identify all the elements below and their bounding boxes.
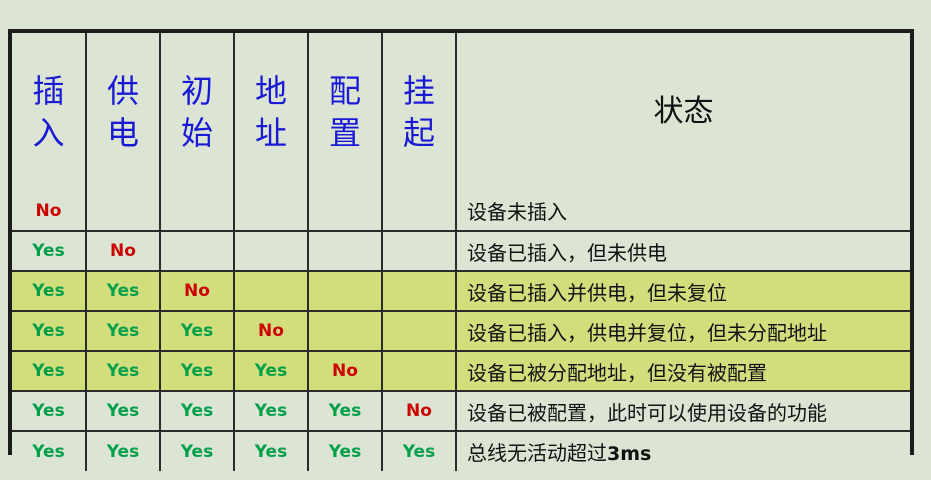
cell-init: Yes [159,350,235,392]
cell-init: No [159,270,235,312]
cell-address [233,230,309,272]
state-text-number: 3ms [607,443,652,465]
cell-suspend [381,191,457,232]
cell-init: Yes [159,430,235,471]
table-row: Yes Yes Yes Yes Yes No 设备已被配置，此时可以使用设备的功能 [12,390,910,432]
column-header-state-label: 状态 [653,94,714,129]
cell-configure: Yes [307,430,383,471]
cell-power [85,191,161,232]
column-header-init: 初始 [159,33,235,191]
column-header-insert: 插入 [12,33,87,191]
cell-state: 设备已插入并供电，但未复位 [455,270,910,312]
cell-state: 设备未插入 [455,191,910,232]
cell-power: Yes [85,270,161,312]
table-row: Yes Yes Yes Yes Yes Yes 总线无活动超过3ms [12,430,910,471]
cell-suspend: Yes [381,430,457,471]
cell-configure: Yes [307,390,383,432]
table-row: No 设备未插入 [12,191,910,232]
column-header-state: 状态 [455,33,910,191]
cell-address [233,270,309,312]
header-row: 插入 供电 初始 地址 配置 挂起 [12,33,910,191]
cell-state: 设备已插入，供电并复位，但未分配地址 [455,310,910,352]
cell-suspend [381,310,457,352]
cell-insert: Yes [12,430,87,471]
column-header-address: 地址 [233,33,309,191]
cell-address: Yes [233,430,309,471]
cell-state: 设备已被分配地址，但没有被配置 [455,350,910,392]
column-header-suspend-label: 挂起 [403,71,436,152]
column-header-address-label: 地址 [255,71,288,152]
column-header-init-label: 初始 [181,71,214,152]
cell-configure: No [307,350,383,392]
state-text-prefix: 总线无活动超过 [467,441,607,465]
cell-init: Yes [159,310,235,352]
cell-suspend [381,230,457,272]
cell-configure [307,191,383,232]
cell-power: Yes [85,310,161,352]
cell-address: Yes [233,350,309,392]
cell-power: Yes [85,390,161,432]
column-header-configure: 配置 [307,33,383,191]
cell-insert: Yes [12,270,87,312]
state-table: 插入 供电 初始 地址 配置 挂起 [12,33,910,471]
cell-init: Yes [159,390,235,432]
cell-power: No [85,230,161,272]
table-row: Yes Yes No 设备已插入并供电，但未复位 [12,270,910,312]
cell-insert: Yes [12,350,87,392]
column-header-configure-label: 配置 [329,71,362,152]
cell-configure [307,270,383,312]
cell-init [159,191,235,232]
column-header-power: 供电 [85,33,161,191]
cell-suspend [381,350,457,392]
column-header-insert-label: 插入 [32,71,65,152]
cell-address [233,191,309,232]
cell-state: 设备已被配置，此时可以使用设备的功能 [455,390,910,432]
cell-insert: Yes [12,390,87,432]
cell-insert: Yes [12,230,87,272]
cell-address: Yes [233,390,309,432]
cell-insert: Yes [12,310,87,352]
table-header: 插入 供电 初始 地址 配置 挂起 [12,33,910,191]
usb-device-state-table: 插入 供电 初始 地址 配置 挂起 [8,29,914,471]
cell-state: 总线无活动超过3ms [455,430,910,471]
cell-configure [307,230,383,272]
table-row: Yes Yes Yes Yes No 设备已被分配地址，但没有被配置 [12,350,910,392]
table-body: No 设备未插入 Yes No 设备已插入，但未供电 Yes Yes No 设备已插入并供电，但… [12,191,910,471]
cell-address: No [233,310,309,352]
table-row: Yes Yes Yes No 设备已插入，供电并复位，但未分配地址 [12,310,910,352]
cell-configure [307,310,383,352]
cell-suspend [381,270,457,312]
cell-insert: No [12,191,87,232]
cell-state: 设备已插入，但未供电 [455,230,910,272]
cell-power: Yes [85,350,161,392]
column-header-power-label: 供电 [107,71,140,152]
column-header-suspend: 挂起 [381,33,457,191]
cell-init [159,230,235,272]
cell-suspend: No [381,390,457,432]
table-row: Yes No 设备已插入，但未供电 [12,230,910,272]
cell-power: Yes [85,430,161,471]
